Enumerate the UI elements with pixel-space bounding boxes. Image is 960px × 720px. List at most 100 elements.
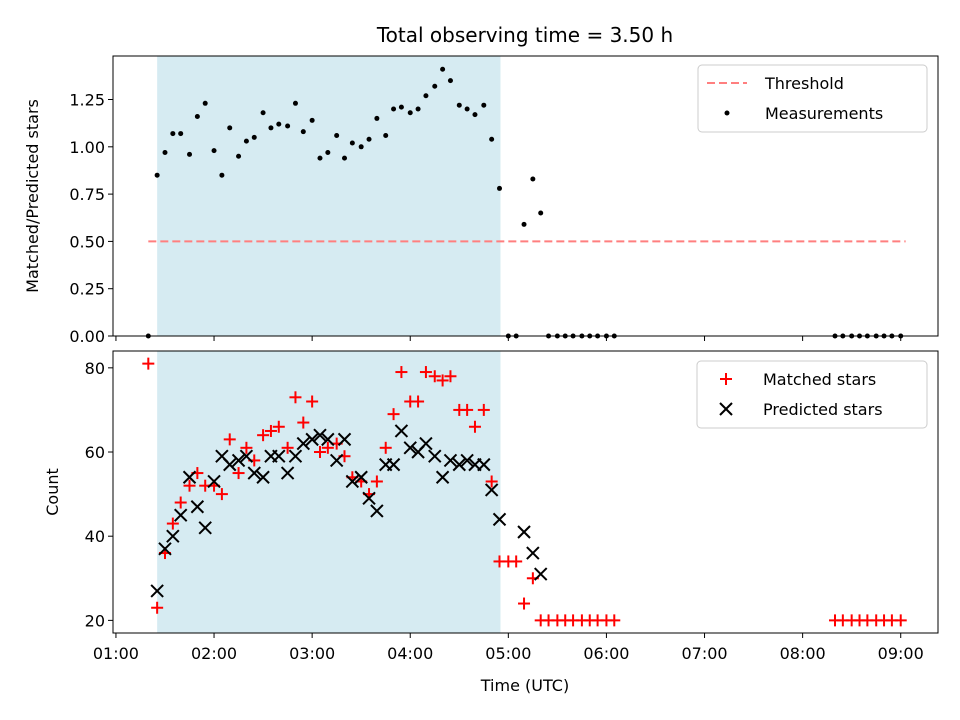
predicted-star-point (280, 466, 295, 480)
x-tick-label: 03:00 (289, 644, 335, 663)
matched-star-point (894, 614, 907, 627)
legend-measurements-label: Measurements (765, 104, 883, 123)
top-x-ticks (115, 336, 902, 341)
predicted-star-point (182, 470, 197, 484)
y-tick-label: 0.50 (69, 232, 105, 251)
matched-star-point (436, 374, 449, 387)
predicted-star-point (386, 457, 401, 472)
y-tick-label: 80 (85, 359, 105, 378)
bottom-y-ticks: 20 40 60 80 (85, 359, 113, 630)
predicted-star-point (526, 546, 540, 560)
matched-star-point (272, 420, 285, 433)
bottom-axes-frame (112, 350, 939, 634)
predicted-star-point (337, 432, 352, 447)
predicted-star-point (517, 525, 531, 539)
matched-star-point (257, 429, 270, 442)
matched-star-point (313, 446, 326, 459)
bottom-series-layer (142, 357, 907, 627)
predicted-star-point (452, 457, 466, 472)
measurement-point (219, 172, 225, 178)
measurement-point (154, 172, 160, 178)
legend-matched-swatch (720, 373, 732, 385)
matched-star-point (306, 395, 319, 408)
matched-star-point (297, 416, 310, 429)
bottom-legend-box (696, 360, 928, 429)
matched-star-point (485, 475, 498, 488)
y-tick-label: 20 (85, 611, 105, 630)
measurement-point (432, 83, 438, 89)
predicted-star-point (345, 474, 360, 489)
predicted-star-point (313, 428, 327, 442)
measurement-point (407, 110, 413, 116)
matched-star-point (395, 366, 408, 379)
matched-star-point (174, 496, 187, 509)
predicted-star-point (198, 521, 212, 535)
legend-threshold-label: Threshold (764, 74, 844, 93)
measurement-point (276, 121, 282, 127)
top-axes-frame (112, 55, 939, 337)
y-tick-label: 40 (85, 527, 105, 546)
predicted-star-point (443, 453, 458, 468)
top-panel: 0.00 0.25 0.50 0.75 1.00 1.25 Matched/Predict… (23, 55, 939, 346)
predicted-star-point (428, 449, 442, 463)
legend-predicted-swatch (719, 402, 733, 416)
bottom-x-axis-label: Time (UTC) (480, 676, 569, 695)
predicted-star-point (460, 453, 474, 468)
figure-title: Total observing time = 3.50 h (376, 23, 673, 47)
predicted-star-point (533, 567, 548, 581)
measurement-point (374, 115, 380, 121)
y-tick-label: 0.75 (69, 185, 105, 204)
matched-star-point (321, 441, 334, 454)
predicted-star-point (492, 512, 507, 527)
measurement-point (187, 151, 193, 157)
matched-star-point (370, 475, 383, 488)
measurement-point (481, 102, 487, 108)
measurement-point (309, 117, 315, 123)
matched-star-point (510, 555, 523, 568)
measurement-point (472, 112, 478, 118)
measurement-point (342, 155, 348, 161)
x-tick-label: 07:00 (681, 644, 727, 663)
measurement-point (423, 93, 429, 99)
predicted-star-point (484, 483, 499, 497)
matched-star-point (223, 433, 236, 446)
matched-star-point (412, 395, 425, 408)
predicted-star-point (362, 491, 376, 506)
x-tick-label: 09:00 (878, 644, 924, 663)
measurement-point (170, 131, 176, 137)
top-y-axis-label: Matched/Predicted stars (23, 99, 42, 293)
measurement-point (366, 136, 372, 142)
predicted-star-point (223, 457, 237, 472)
measurement-point (202, 100, 208, 106)
matched-star-point (166, 517, 179, 530)
measurement-point (440, 66, 446, 72)
measurement-point (227, 125, 233, 131)
predicted-star-point (288, 449, 303, 463)
predicted-star-point (296, 436, 311, 451)
top-shaded-span (157, 56, 501, 336)
predicted-star-point (158, 542, 172, 556)
matched-star-point (461, 403, 474, 416)
matched-star-point (281, 441, 294, 454)
predicted-star-point (419, 436, 433, 451)
matched-star-point (151, 601, 164, 614)
legend-matched-label: Matched stars (763, 370, 876, 389)
matched-star-point (240, 441, 253, 454)
top-legend-box (697, 64, 928, 133)
matched-star-point (379, 441, 392, 454)
matched-star-point (468, 420, 481, 433)
measurement-point (530, 176, 536, 182)
measurement-point (292, 100, 298, 106)
matched-star-point (289, 391, 302, 404)
x-tick-label: 01:00 (93, 644, 139, 663)
y-tick-label: 1.00 (69, 138, 105, 157)
measurement-point (383, 132, 389, 138)
predicted-star-point (394, 424, 409, 438)
measurement-point (194, 114, 200, 120)
predicted-star-point (354, 470, 368, 484)
measurement-point (398, 104, 404, 110)
measurement-point (521, 221, 527, 227)
measurement-point (300, 129, 306, 135)
measurement-point (243, 138, 249, 144)
